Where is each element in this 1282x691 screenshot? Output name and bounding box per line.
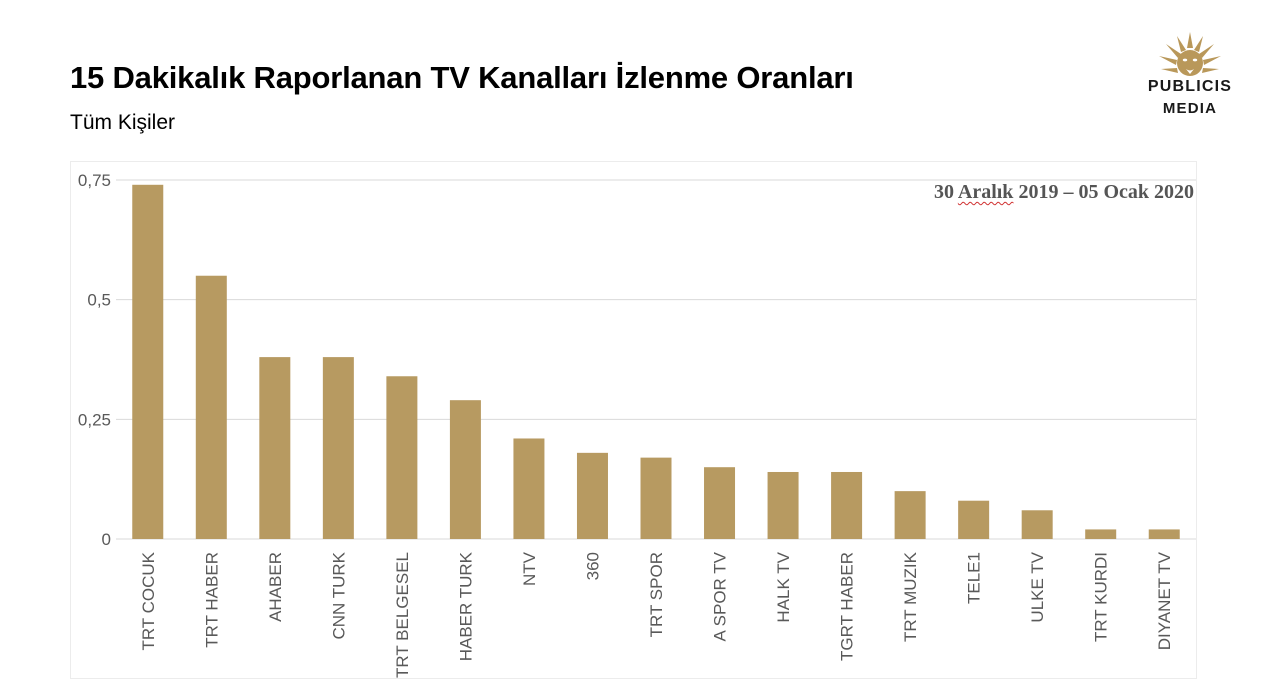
bar [322, 357, 354, 539]
x-tick-label: 360 [583, 552, 602, 580]
x-tick-label: TRT KURDI [1092, 552, 1111, 642]
x-tick-label: TRT SPOR [647, 552, 666, 637]
bar [767, 471, 799, 539]
bar [1085, 529, 1117, 539]
date-range-label: 30 Aralık 2019 – 05 Ocak 2020 [934, 181, 1194, 204]
x-tick-label: NTV [520, 551, 539, 586]
x-tick-label: TRT COCUK [139, 551, 158, 650]
bar [831, 471, 863, 539]
page-title: 15 Dakikalık Raporlanan TV Kanalları İzl… [70, 60, 854, 95]
bar [640, 457, 672, 539]
bar [894, 491, 926, 539]
x-tick-label: DIYANET TV [1155, 551, 1174, 650]
x-tick-label: AHABER [266, 552, 285, 622]
publicis-media-logo: PUBLICIS MEDIA [1120, 28, 1260, 124]
y-tick-label: 0 [102, 530, 111, 549]
x-tick-label: TELE1 [965, 552, 984, 604]
logo-text-media: MEDIA [1162, 100, 1218, 117]
bar [513, 438, 545, 539]
date-range-suffix: 2019 – 05 Ocak 2020 [1013, 181, 1194, 203]
logo-text-publicis: PUBLICIS [1147, 78, 1233, 95]
x-tick-label: TRT BELGESEL [393, 552, 412, 678]
bar [958, 500, 990, 539]
date-range-prefix: 30 [933, 181, 958, 203]
y-tick-label: 0,25 [78, 410, 111, 429]
bar [1021, 510, 1053, 539]
x-tick-label: HALK TV [774, 551, 793, 622]
page-subtitle: Tüm Kişiler [70, 111, 176, 134]
bar [576, 452, 608, 539]
bar [132, 184, 164, 539]
bar [195, 275, 227, 539]
chart-frame [70, 161, 1197, 679]
y-tick-label: 0,75 [78, 171, 111, 190]
x-tick-label: A SPOR TV [711, 551, 730, 641]
x-tick-label: ULKE TV [1028, 551, 1047, 622]
x-tick-label: CNN TURK [329, 551, 348, 639]
bar [449, 400, 481, 539]
bar [1148, 529, 1180, 539]
x-tick-label: HABER TURK [456, 551, 475, 661]
x-tick-label: TRT MUZIK [901, 551, 920, 642]
bar [386, 376, 418, 539]
date-range-month: Aralık [957, 181, 1014, 203]
x-tick-label: TRT HABER [202, 552, 221, 648]
lion-head-icon [1159, 32, 1221, 76]
x-tick-label: TGRT HABER [838, 552, 857, 661]
bar [704, 467, 736, 539]
bar [259, 357, 291, 539]
y-tick-label: 0,5 [87, 291, 111, 310]
